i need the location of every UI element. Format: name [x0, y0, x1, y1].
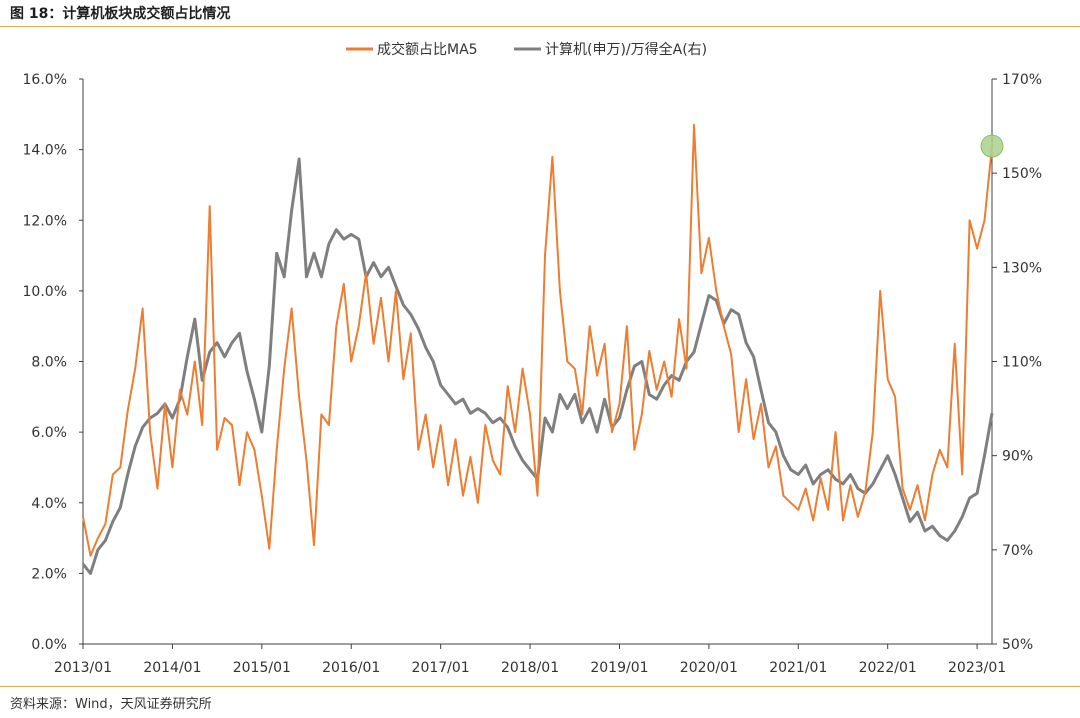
x-tick-label: 2021/01: [769, 660, 827, 676]
series-line-share-ma5: [82, 123, 993, 557]
y-right-tick-label: 150%: [1002, 166, 1042, 182]
series-layer: [81, 123, 994, 575]
x-tick-label: 2014/01: [143, 660, 201, 676]
x-tick-label: 2018/01: [501, 660, 559, 676]
y-right-tick-label: 50%: [1002, 637, 1033, 653]
y-left-tick-label: 0.0%: [31, 637, 67, 653]
x-tick-label: 2016/01: [322, 660, 380, 676]
y-left-tick-label: 8.0%: [31, 355, 67, 371]
source-note: 资料来源：Wind，天风证券研究所: [10, 697, 212, 712]
figure-title: 图 18：计算机板块成交额占比情况: [10, 6, 231, 22]
y-left-tick-label: 12.0%: [23, 213, 67, 229]
x-tick-labels: 2013/01 2014/01 2015/01 2016/01 2017/01 2018/…: [54, 660, 1006, 676]
x-tick-label: 2019/01: [590, 660, 648, 676]
x-tick-label: 2022/01: [859, 660, 917, 676]
y-left-tick-labels: 0.0% 2.0% 4.0% 6.0% 8.0% 10.0% 12.0% 14.0% 16.0%: [23, 72, 67, 653]
x-tick-label: 2013/01: [54, 660, 112, 676]
y-right-tick-label: 130%: [1002, 260, 1042, 276]
x-tick-label: 2023/01: [948, 660, 1006, 676]
y-right-tick-label: 110%: [1002, 355, 1042, 371]
title-rule: [0, 26, 1080, 27]
y-right-tick-label: 90%: [1002, 449, 1033, 465]
highlight-layer: [980, 134, 1004, 158]
y-left-tick-label: 6.0%: [31, 425, 67, 441]
y-left-tick-label: 4.0%: [31, 496, 67, 512]
y-right-tick-labels: 50% 70% 90% 110% 130% 150% 170%: [1002, 72, 1042, 653]
x-tick-label: 2020/01: [680, 660, 738, 676]
legend-label-relative-ratio: 计算机(申万)/万得全A(右): [545, 41, 707, 58]
y-left-tick-label: 10.0%: [23, 284, 67, 300]
legend-label-share-ma5: 成交额占比MA5: [377, 41, 478, 58]
y-right-tick-label: 170%: [1002, 72, 1042, 88]
y-left-tick-label: 16.0%: [23, 72, 67, 88]
highlight-marker: [980, 134, 1004, 158]
chart-axes: [79, 78, 997, 649]
x-tick-label: 2015/01: [233, 660, 291, 676]
y-right-tick-label: 70%: [1002, 543, 1033, 559]
y-left-tick-label: 14.0%: [23, 143, 67, 159]
x-tick-label: 2017/01: [412, 660, 470, 676]
chart-legend: 成交额占比MA5 计算机(申万)/万得全A(右): [346, 41, 707, 58]
y-left-tick-label: 2.0%: [31, 566, 67, 582]
footer-rule: [0, 686, 1080, 687]
